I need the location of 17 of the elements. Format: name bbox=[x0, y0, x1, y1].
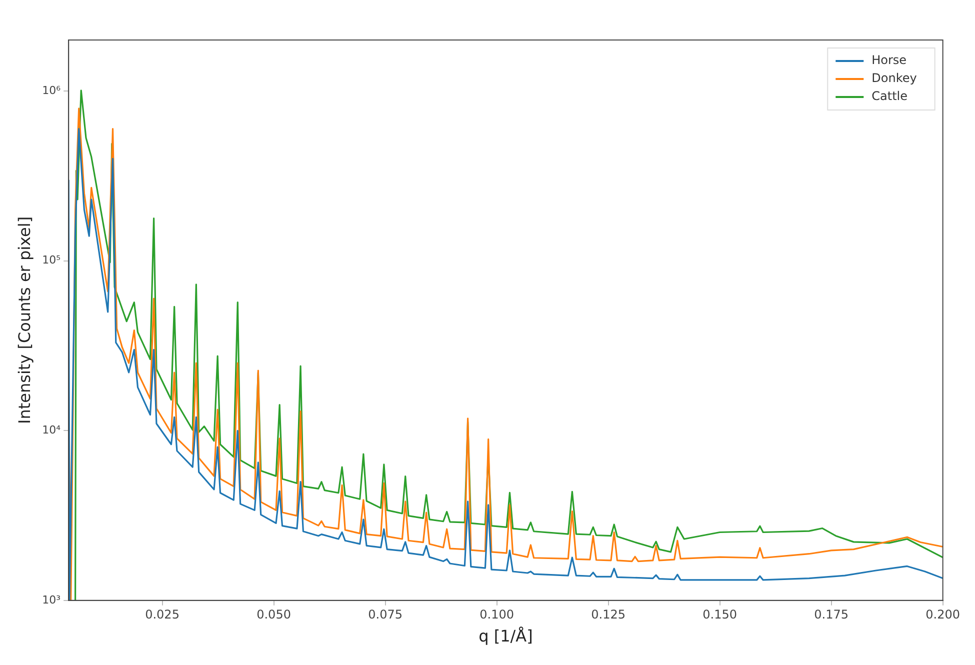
x-tick-label: 0.100 bbox=[480, 608, 514, 622]
x-tick-label: 0.150 bbox=[702, 608, 737, 622]
x-tick-label: 0.075 bbox=[368, 608, 402, 622]
x-tick-label: 0.050 bbox=[256, 608, 291, 622]
y-tick-label: 10⁶ bbox=[42, 84, 62, 97]
y-tick-label: 10⁴ bbox=[42, 423, 62, 436]
legend-label: Horse bbox=[872, 53, 907, 68]
x-axis-title: q [1/Å] bbox=[478, 626, 533, 646]
y-tick-label: 10³ bbox=[42, 593, 61, 606]
y-axis-title: Intensity [Counts er pixel] bbox=[14, 216, 34, 424]
x-tick-label: 0.025 bbox=[145, 608, 180, 622]
x-tick-label: 0.125 bbox=[591, 608, 626, 622]
legend-label: Cattle bbox=[872, 89, 908, 104]
y-tick-label: 10⁵ bbox=[42, 254, 61, 267]
x-tick-label: 0.200 bbox=[926, 608, 960, 622]
legend-label: Donkey bbox=[872, 71, 917, 86]
x-tick-label: 0.175 bbox=[814, 608, 848, 622]
